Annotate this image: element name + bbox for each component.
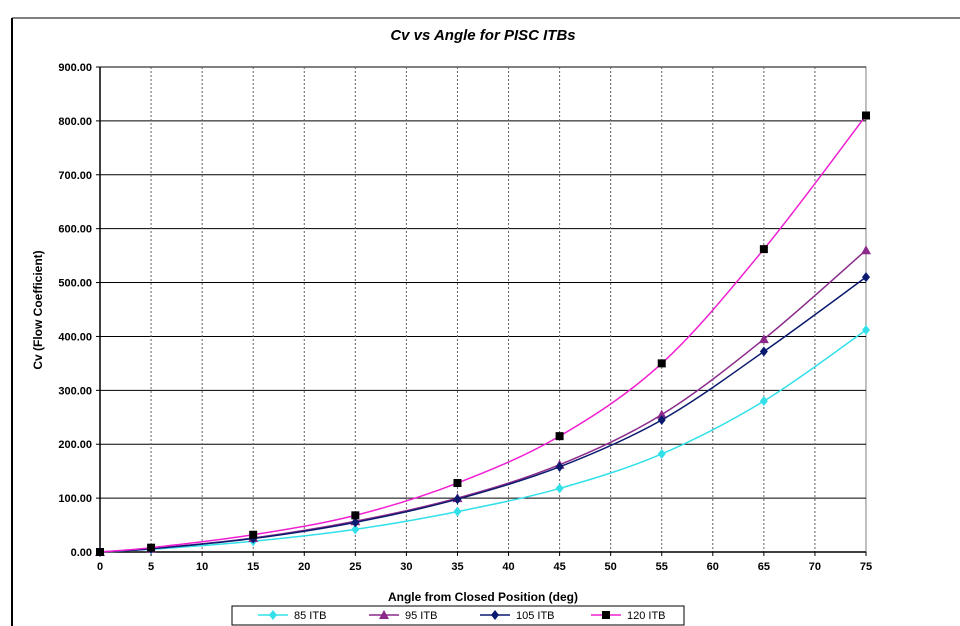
legend-item-85-itb: 85 ITB bbox=[258, 610, 326, 622]
y-tick-label: 600.00 bbox=[58, 224, 92, 236]
x-tick-label: 70 bbox=[809, 561, 821, 573]
chart-title: Cv vs Angle for PISC ITBs bbox=[390, 27, 575, 44]
data-point-120-itb bbox=[147, 543, 156, 552]
legend-label-120-itb: 120 ITB bbox=[627, 610, 666, 622]
x-tick-label: 25 bbox=[349, 561, 361, 573]
x-tick-label: 40 bbox=[502, 561, 514, 573]
y-tick-label: 400.00 bbox=[58, 331, 92, 343]
data-point-105-itb bbox=[555, 461, 564, 472]
data-point-85-itb bbox=[759, 396, 768, 407]
y-tick-label: 900.00 bbox=[58, 62, 92, 74]
x-tick-label: 35 bbox=[451, 561, 463, 573]
x-tick-label: 55 bbox=[656, 561, 668, 573]
data-point-105-itb bbox=[453, 494, 462, 505]
data-point-95-itb bbox=[758, 334, 769, 344]
x-tick-label: 45 bbox=[553, 561, 565, 573]
data-point-120-itb bbox=[555, 432, 564, 441]
x-tick-label: 10 bbox=[196, 561, 208, 573]
data-point-120-itb bbox=[249, 530, 258, 539]
series-line-120-itb bbox=[99, 115, 867, 553]
legend-box bbox=[231, 605, 685, 626]
x-tick-label: 60 bbox=[707, 561, 719, 573]
grid-lines bbox=[96, 66, 867, 556]
data-point-120-itb bbox=[657, 359, 666, 368]
x-tick-label: 30 bbox=[400, 561, 412, 573]
legend-label-95-itb: 95 ITB bbox=[405, 610, 437, 622]
data-point-105-itb bbox=[657, 414, 666, 425]
data-point-120-itb bbox=[453, 479, 462, 488]
legend-label-105-itb: 105 ITB bbox=[516, 610, 555, 622]
legend-item-95-itb: 95 ITB bbox=[369, 610, 437, 622]
data-point-85-itb bbox=[351, 524, 360, 535]
x-tick-label: 20 bbox=[298, 561, 310, 573]
data-point-85-itb bbox=[555, 483, 564, 494]
y-axis-title: Cv (Flow Coefficient) bbox=[31, 250, 45, 369]
legend-marker-120-itb bbox=[602, 611, 610, 619]
data-point-105-itb bbox=[351, 517, 360, 528]
legend-label-85-itb: 85 ITB bbox=[294, 610, 326, 622]
data-point-120-itb bbox=[96, 548, 104, 556]
data-point-105-itb bbox=[862, 272, 870, 283]
x-tick-label: 15 bbox=[247, 561, 259, 573]
x-axis-title: Angle from Closed Position (deg) bbox=[388, 590, 578, 604]
y-tick-label: 300.00 bbox=[58, 385, 92, 397]
x-tick-label: 5 bbox=[148, 561, 154, 573]
series-line-85-itb bbox=[99, 329, 867, 553]
y-tick-label: 200.00 bbox=[58, 439, 92, 451]
data-point-120-itb bbox=[351, 511, 360, 520]
legend-item-105-itb: 105 ITB bbox=[480, 610, 555, 622]
x-tick-label: 75 bbox=[860, 561, 872, 573]
legend-marker-105-itb bbox=[491, 610, 499, 620]
tick-labels: 0.00 100.00 200.00 300.00 400.00 500.00 600.00… bbox=[58, 62, 872, 573]
y-tick-label: 0.00 bbox=[71, 547, 92, 559]
data-point-95-itb bbox=[861, 245, 871, 255]
data-point-105-itb bbox=[759, 346, 768, 357]
data-point-120-itb bbox=[759, 245, 768, 254]
data-point-85-itb bbox=[657, 448, 666, 459]
legend-marker-95-itb bbox=[379, 610, 389, 619]
y-tick-label: 700.00 bbox=[58, 170, 92, 182]
data-point-120-itb bbox=[862, 111, 870, 120]
data-point-95-itb bbox=[656, 409, 667, 419]
x-tick-label: 0 bbox=[97, 561, 103, 573]
legend-item-120-itb: 120 ITB bbox=[591, 610, 666, 622]
y-tick-label: 500.00 bbox=[58, 278, 92, 290]
data-point-85-itb bbox=[862, 324, 870, 335]
series-120-itb bbox=[96, 111, 870, 556]
legend: 85 ITB 95 ITB 105 ITB 120 ITB bbox=[231, 605, 685, 626]
data-point-85-itb bbox=[453, 506, 462, 517]
series-layer bbox=[95, 111, 871, 557]
y-tick-label: 100.00 bbox=[58, 493, 92, 505]
plot-area bbox=[99, 66, 867, 553]
series-line-105-itb bbox=[99, 276, 867, 553]
legend-marker-85-itb bbox=[269, 610, 277, 620]
x-tick-label: 50 bbox=[605, 561, 617, 573]
y-tick-label: 800.00 bbox=[58, 116, 92, 128]
x-tick-label: 65 bbox=[758, 561, 770, 573]
